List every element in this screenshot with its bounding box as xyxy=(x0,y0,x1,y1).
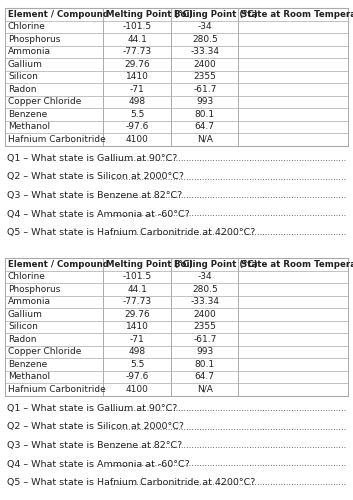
Text: Copper Chloride: Copper Chloride xyxy=(8,97,82,106)
Text: 993: 993 xyxy=(196,97,214,106)
Bar xyxy=(5,258,348,396)
Text: 280.5: 280.5 xyxy=(192,35,218,44)
Text: 5.5: 5.5 xyxy=(130,110,144,118)
Text: Copper Chloride: Copper Chloride xyxy=(8,347,82,356)
Text: ................................................................................: ........................................… xyxy=(110,154,346,163)
Text: -34: -34 xyxy=(197,22,212,31)
Text: Gallium: Gallium xyxy=(8,60,43,68)
Text: -33.34: -33.34 xyxy=(190,297,219,306)
Text: 80.1: 80.1 xyxy=(195,110,215,118)
Text: Ammonia: Ammonia xyxy=(8,297,51,306)
Text: 2355: 2355 xyxy=(193,322,216,331)
Text: Q1 – What state is Gallium at 90°C?: Q1 – What state is Gallium at 90°C? xyxy=(7,404,177,413)
Text: -61.7: -61.7 xyxy=(193,84,216,94)
Text: -71: -71 xyxy=(130,335,144,344)
Text: 2400: 2400 xyxy=(193,310,216,319)
Text: ................................................................................: ........................................… xyxy=(110,441,346,450)
Text: Radon: Radon xyxy=(8,335,36,344)
Text: -97.6: -97.6 xyxy=(125,122,149,131)
Text: Radon: Radon xyxy=(8,84,36,94)
Text: Ammonia: Ammonia xyxy=(8,48,51,56)
Text: -101.5: -101.5 xyxy=(122,272,152,281)
Text: Hafnium Carbonitride: Hafnium Carbonitride xyxy=(8,385,106,394)
Text: ................................................................................: ........................................… xyxy=(110,172,346,182)
Text: 64.7: 64.7 xyxy=(195,122,215,131)
Text: Melting Point (°C): Melting Point (°C) xyxy=(106,10,192,18)
Text: Boiling Point (°C): Boiling Point (°C) xyxy=(174,260,258,269)
Text: Q4 – What state is Ammonia at -60°C?: Q4 – What state is Ammonia at -60°C? xyxy=(7,460,190,468)
Text: 1410: 1410 xyxy=(126,322,149,331)
Text: 4100: 4100 xyxy=(126,385,149,394)
Text: Q1 – What state is Gallium at 90°C?: Q1 – What state is Gallium at 90°C? xyxy=(7,154,177,163)
Text: ................................................................................: ........................................… xyxy=(110,210,346,218)
Text: Boiling Point (°C): Boiling Point (°C) xyxy=(174,10,258,18)
Text: 29.76: 29.76 xyxy=(124,60,150,68)
Text: 498: 498 xyxy=(128,97,146,106)
Text: -71: -71 xyxy=(130,84,144,94)
Text: State at Room Temperature: State at Room Temperature xyxy=(241,260,353,269)
Text: ................................................................................: ........................................… xyxy=(110,478,346,487)
Text: Element / Compound: Element / Compound xyxy=(8,260,109,269)
Text: Q3 – What state is Benzene at 82°C?: Q3 – What state is Benzene at 82°C? xyxy=(7,191,182,200)
Text: 44.1: 44.1 xyxy=(127,285,147,294)
Text: Benzene: Benzene xyxy=(8,110,47,118)
Text: 2355: 2355 xyxy=(193,72,216,81)
Text: -61.7: -61.7 xyxy=(193,335,216,344)
Text: 4100: 4100 xyxy=(126,134,149,144)
Text: 993: 993 xyxy=(196,347,214,356)
Text: Phosphorus: Phosphorus xyxy=(8,285,60,294)
Text: Silicon: Silicon xyxy=(8,322,38,331)
Text: ................................................................................: ........................................… xyxy=(110,404,346,413)
Text: 80.1: 80.1 xyxy=(195,360,215,369)
Text: -97.6: -97.6 xyxy=(125,372,149,381)
Text: N/A: N/A xyxy=(197,385,213,394)
Text: Methanol: Methanol xyxy=(8,372,50,381)
Text: Methanol: Methanol xyxy=(8,122,50,131)
Text: Hafnium Carbonitride: Hafnium Carbonitride xyxy=(8,134,106,144)
Text: State at Room Temperature: State at Room Temperature xyxy=(241,10,353,18)
Text: Q5 – What state is Hafnium Carbonitride at 4200°C?: Q5 – What state is Hafnium Carbonitride … xyxy=(7,478,255,487)
Text: Silicon: Silicon xyxy=(8,72,38,81)
Text: -34: -34 xyxy=(197,272,212,281)
Text: -77.73: -77.73 xyxy=(122,297,152,306)
Text: 44.1: 44.1 xyxy=(127,35,147,44)
Text: -101.5: -101.5 xyxy=(122,22,152,31)
Text: Q2 – What state is Silicon at 2000°C?: Q2 – What state is Silicon at 2000°C? xyxy=(7,172,184,182)
Text: 280.5: 280.5 xyxy=(192,285,218,294)
Text: 5.5: 5.5 xyxy=(130,360,144,369)
Text: ................................................................................: ........................................… xyxy=(110,228,346,237)
Bar xyxy=(5,8,348,145)
Text: 29.76: 29.76 xyxy=(124,310,150,319)
Text: Q5 – What state is Hafnium Carbonitride at 4200°C?: Q5 – What state is Hafnium Carbonitride … xyxy=(7,228,255,237)
Text: ................................................................................: ........................................… xyxy=(110,191,346,200)
Text: Chlorine: Chlorine xyxy=(8,272,46,281)
Text: Benzene: Benzene xyxy=(8,360,47,369)
Text: Q2 – What state is Silicon at 2000°C?: Q2 – What state is Silicon at 2000°C? xyxy=(7,422,184,432)
Text: Melting Point (°C): Melting Point (°C) xyxy=(106,260,192,269)
Text: 1410: 1410 xyxy=(126,72,149,81)
Text: ................................................................................: ........................................… xyxy=(110,422,346,432)
Text: Q4 – What state is Ammonia at -60°C?: Q4 – What state is Ammonia at -60°C? xyxy=(7,210,190,218)
Text: -77.73: -77.73 xyxy=(122,48,152,56)
Text: 64.7: 64.7 xyxy=(195,372,215,381)
Text: Q3 – What state is Benzene at 82°C?: Q3 – What state is Benzene at 82°C? xyxy=(7,441,182,450)
Text: -33.34: -33.34 xyxy=(190,48,219,56)
Text: ................................................................................: ........................................… xyxy=(110,460,346,468)
Text: 498: 498 xyxy=(128,347,146,356)
Text: Element / Compound: Element / Compound xyxy=(8,10,109,18)
Text: Gallium: Gallium xyxy=(8,310,43,319)
Text: 2400: 2400 xyxy=(193,60,216,68)
Text: N/A: N/A xyxy=(197,134,213,144)
Text: Phosphorus: Phosphorus xyxy=(8,35,60,44)
Text: Chlorine: Chlorine xyxy=(8,22,46,31)
